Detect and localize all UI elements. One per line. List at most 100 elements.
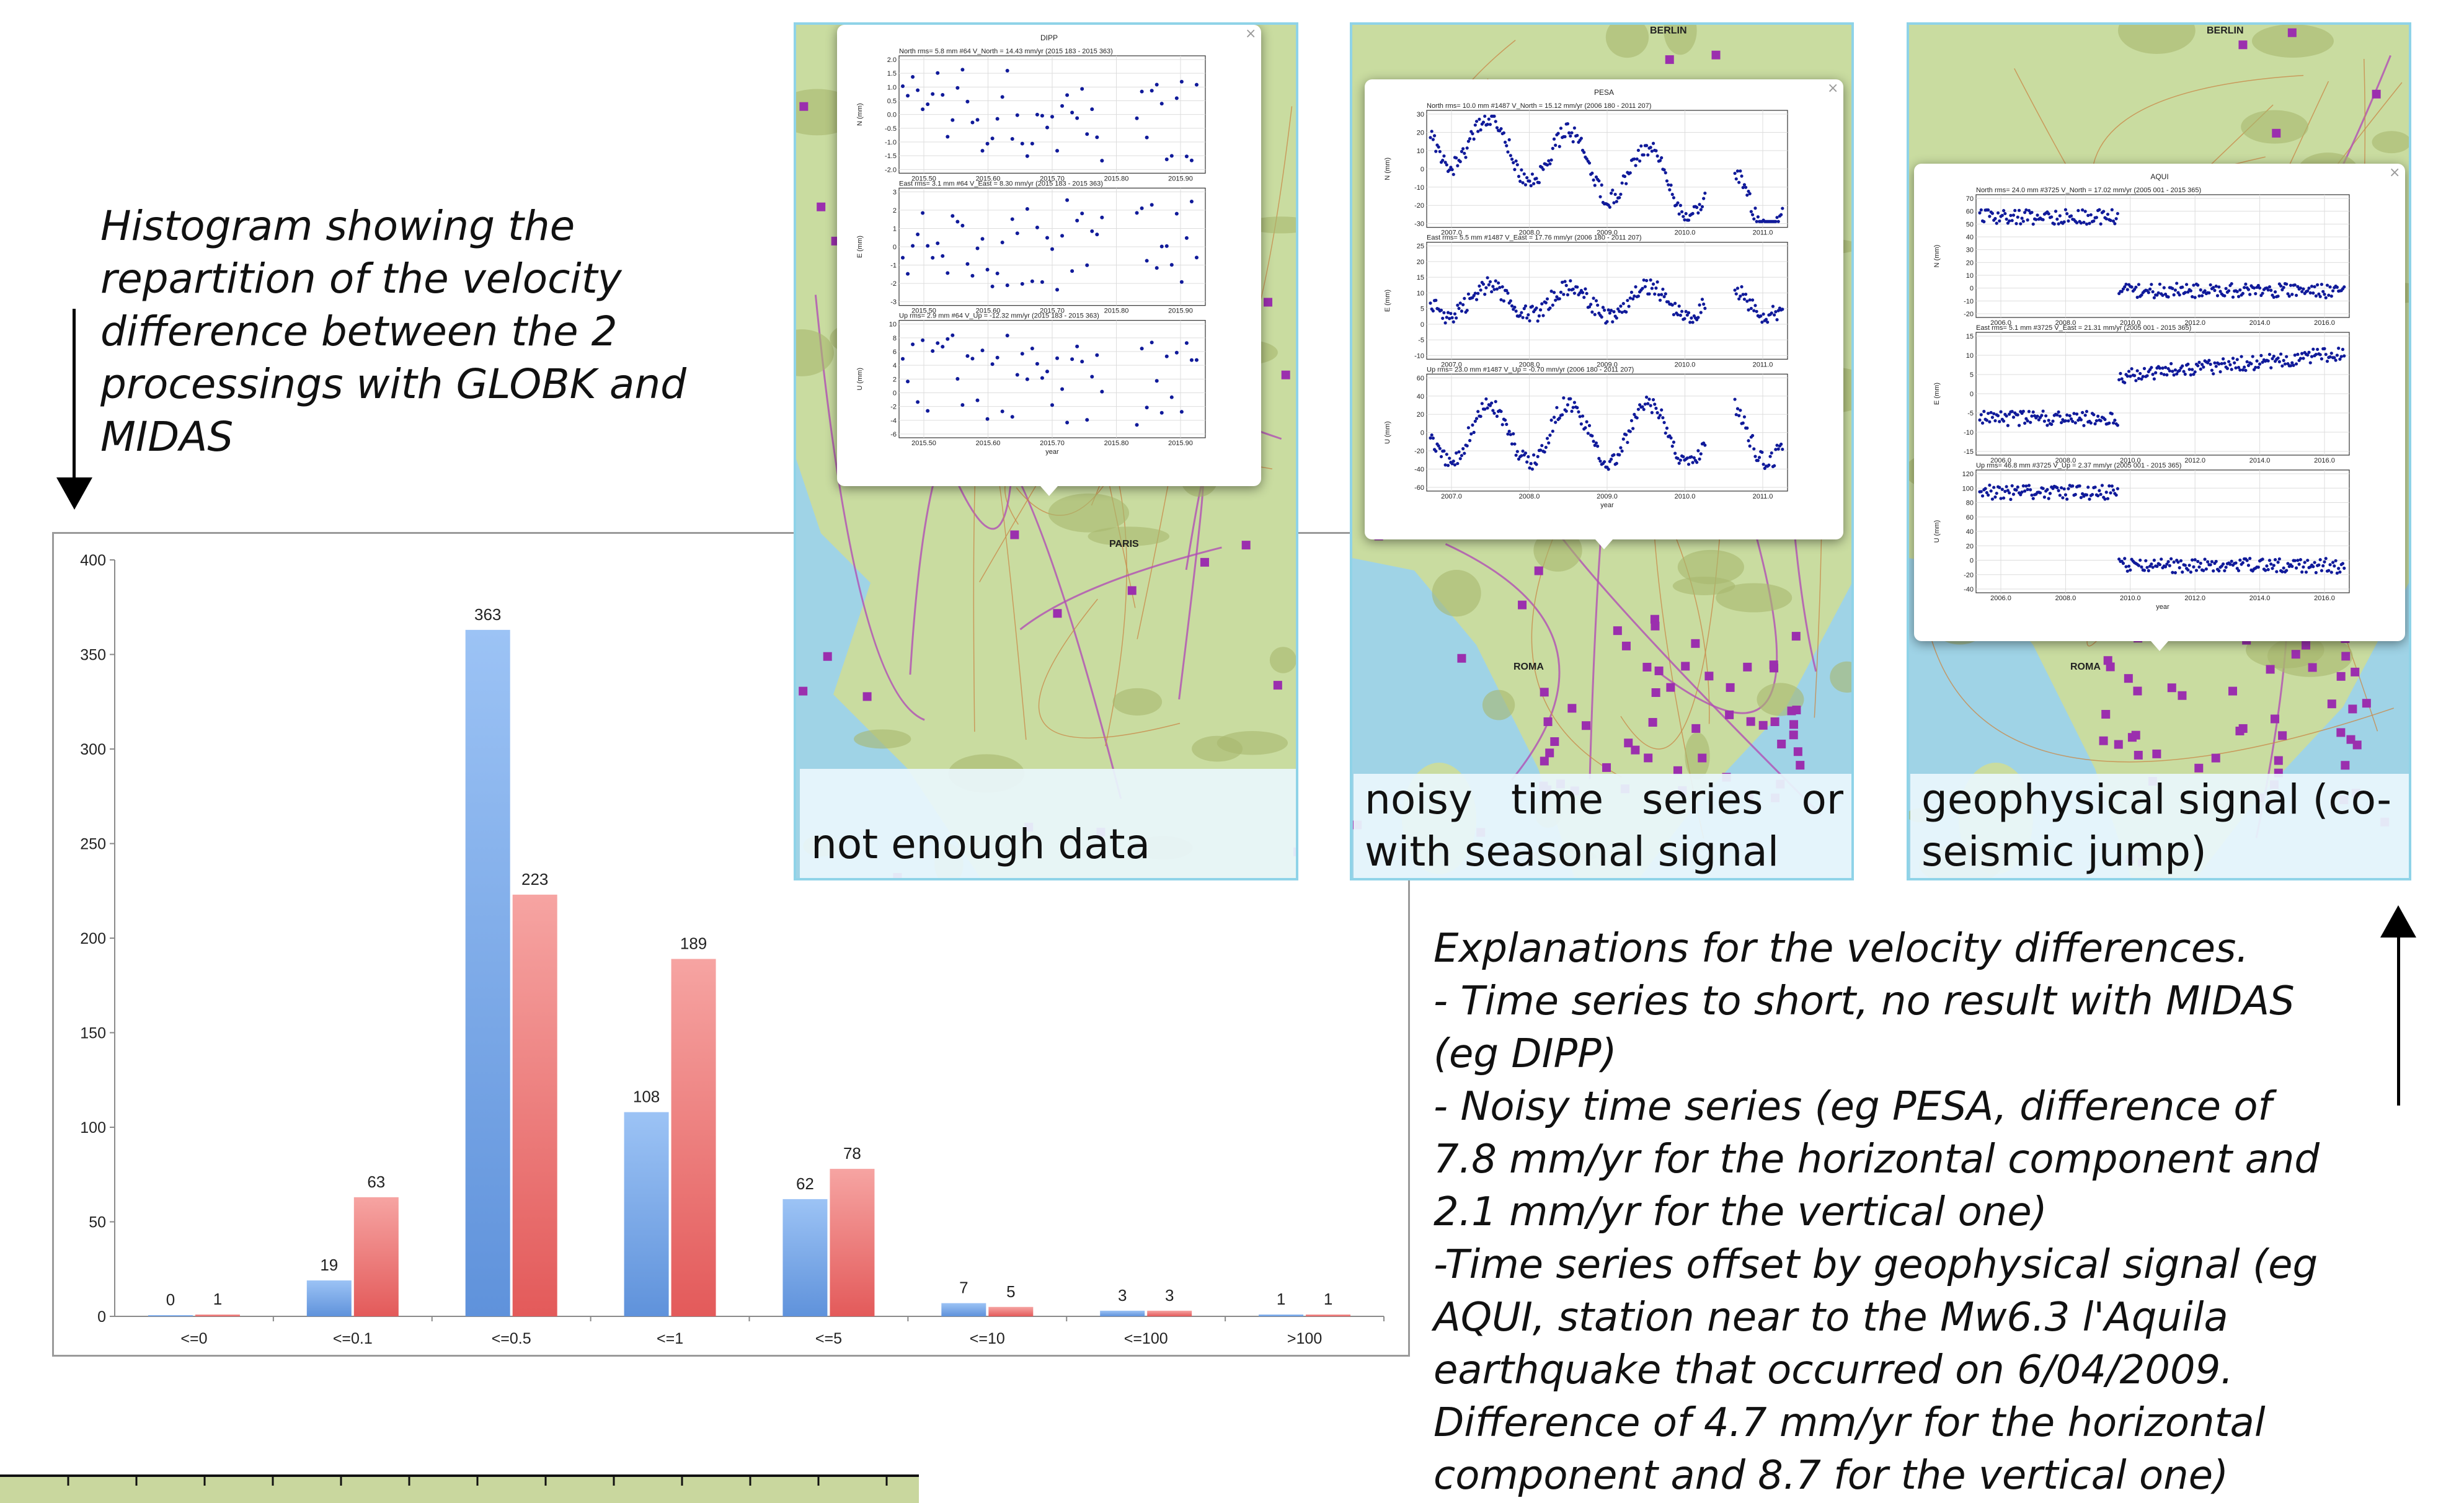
gnss-station-marker[interactable] — [2101, 709, 2111, 719]
gnss-station-marker[interactable] — [1789, 720, 1798, 729]
gnss-station-marker[interactable] — [2271, 714, 2280, 724]
gnss-station-marker[interactable] — [2211, 753, 2220, 763]
gnss-station-marker[interactable] — [1642, 662, 1652, 672]
gnss-station-marker[interactable] — [1127, 586, 1137, 595]
popup-close-icon[interactable]: × — [2389, 165, 2401, 180]
gnss-station-marker[interactable] — [1770, 717, 1779, 726]
gnss-station-marker[interactable] — [2103, 656, 2112, 665]
gnss-station-marker[interactable] — [1624, 738, 1633, 748]
gnss-station-marker[interactable] — [1791, 632, 1801, 641]
gnss-station-marker[interactable] — [799, 102, 809, 111]
gnss-station-marker[interactable] — [2362, 699, 2371, 708]
gnss-station-marker[interactable] — [1518, 600, 1527, 610]
gnss-station-marker[interactable] — [1567, 704, 1577, 713]
gnss-station-marker[interactable] — [1582, 721, 1591, 730]
gnss-station-marker[interactable] — [1698, 753, 1707, 763]
gnss-station-marker[interactable] — [2228, 686, 2237, 696]
gnss-station-marker[interactable] — [2327, 699, 2336, 709]
gnss-station-marker[interactable] — [2178, 691, 2187, 700]
gnss-station-marker[interactable] — [1711, 50, 1721, 60]
gnss-station-marker[interactable] — [1787, 706, 1796, 716]
gnss-station-marker[interactable] — [2235, 726, 2245, 735]
gnss-station-marker[interactable] — [2287, 28, 2297, 37]
gnss-station-marker[interactable] — [1644, 753, 1653, 763]
gnss-station-marker[interactable] — [2099, 736, 2108, 745]
gnss-station-marker[interactable] — [1796, 761, 1805, 770]
gnss-station-marker[interactable] — [2352, 740, 2362, 750]
gnss-station-marker[interactable] — [1673, 766, 1682, 775]
gnss-station-marker[interactable] — [799, 686, 808, 696]
gnss-station-marker[interactable] — [1631, 745, 1640, 755]
timeseries-point — [2065, 212, 2069, 216]
gnss-station-marker[interactable] — [2124, 674, 2133, 683]
gnss-station-marker[interactable] — [1665, 55, 1674, 64]
gnss-station-marker[interactable] — [1746, 717, 1755, 726]
gnss-station-marker[interactable] — [1743, 662, 1752, 672]
gnss-station-marker[interactable] — [1793, 747, 1802, 756]
gnss-station-marker[interactable] — [1545, 748, 1554, 758]
gnss-station-marker[interactable] — [1264, 298, 1273, 307]
gnss-station-marker[interactable] — [2341, 652, 2351, 661]
gnss-station-marker[interactable] — [2348, 704, 2357, 714]
gnss-station-marker[interactable] — [1010, 530, 1019, 539]
gnss-station-marker[interactable] — [1691, 639, 1700, 648]
gnss-station-marker[interactable] — [2133, 686, 2142, 696]
gnss-station-marker[interactable] — [1053, 609, 1062, 618]
gnss-station-marker[interactable] — [2266, 665, 2275, 674]
gnss-station-marker[interactable] — [1621, 641, 1631, 650]
gnss-station-marker[interactable] — [2302, 641, 2311, 650]
gnss-station-marker[interactable] — [2134, 750, 2143, 760]
gnss-station-marker[interactable] — [1704, 672, 1714, 681]
gnss-station-marker[interactable] — [2274, 756, 2283, 765]
gnss-station-marker[interactable] — [1648, 717, 1657, 727]
gnss-station-marker[interactable] — [2291, 650, 2300, 659]
gnss-station-marker[interactable] — [1725, 710, 1734, 719]
gnss-station-marker[interactable] — [1654, 666, 1664, 675]
gnss-station-marker[interactable] — [2351, 667, 2360, 676]
gnss-station-marker[interactable] — [1651, 621, 1660, 631]
gnss-station-marker[interactable] — [1726, 683, 1735, 692]
timeseries-point — [2051, 419, 2055, 423]
gnss-station-marker[interactable] — [1457, 654, 1466, 663]
gnss-station-marker[interactable] — [2238, 40, 2248, 50]
gnss-station-marker[interactable] — [2114, 740, 2123, 749]
gnss-station-marker[interactable] — [2278, 731, 2287, 740]
gnss-station-marker[interactable] — [1681, 662, 1690, 671]
gnss-station-marker[interactable] — [1691, 724, 1701, 733]
gnss-station-marker[interactable] — [862, 692, 872, 701]
gnss-station-marker[interactable] — [1650, 614, 1659, 624]
gnss-station-marker[interactable] — [1534, 566, 1543, 575]
gnss-station-marker[interactable] — [1200, 557, 1209, 567]
gnss-station-marker[interactable] — [1666, 683, 1675, 692]
gnss-station-marker[interactable] — [2336, 672, 2346, 681]
gnss-station-marker[interactable] — [1789, 730, 1798, 740]
gnss-station-marker[interactable] — [1758, 720, 1768, 730]
gnss-station-marker[interactable] — [1602, 763, 1611, 772]
gnss-station-marker[interactable] — [2194, 763, 2204, 773]
gnss-station-marker[interactable] — [817, 202, 826, 211]
gnss-station-marker[interactable] — [1540, 688, 1549, 697]
gnss-station-marker[interactable] — [2336, 728, 2346, 737]
gnss-station-marker[interactable] — [1281, 370, 1290, 379]
gnss-station-marker[interactable] — [823, 652, 832, 661]
gnss-station-marker[interactable] — [1241, 541, 1251, 550]
gnss-station-marker[interactable] — [1543, 717, 1553, 726]
gnss-station-marker[interactable] — [1540, 756, 1549, 766]
gnss-station-marker[interactable] — [1777, 739, 1786, 748]
gnss-station-marker[interactable] — [1550, 737, 1559, 747]
gnss-station-marker[interactable] — [1613, 626, 1622, 636]
gnss-station-marker[interactable] — [2308, 663, 2317, 672]
gnss-station-marker[interactable] — [2272, 128, 2281, 138]
popup-close-icon[interactable]: × — [1827, 81, 1839, 96]
timeseries-point — [2099, 222, 2103, 226]
gnss-station-marker[interactable] — [2152, 749, 2161, 758]
popup-close-icon[interactable]: × — [1245, 26, 1257, 42]
gnss-station-marker[interactable] — [2372, 89, 2381, 99]
gnss-station-marker[interactable] — [1273, 681, 1282, 690]
gnss-station-marker[interactable] — [1651, 688, 1660, 697]
gnss-station-marker[interactable] — [2131, 730, 2140, 740]
gnss-station-marker[interactable] — [1769, 660, 1778, 670]
gnss-station-marker[interactable] — [2341, 761, 2350, 770]
gnss-station-marker[interactable] — [2167, 683, 2176, 693]
timeseries-point — [1431, 437, 1435, 440]
